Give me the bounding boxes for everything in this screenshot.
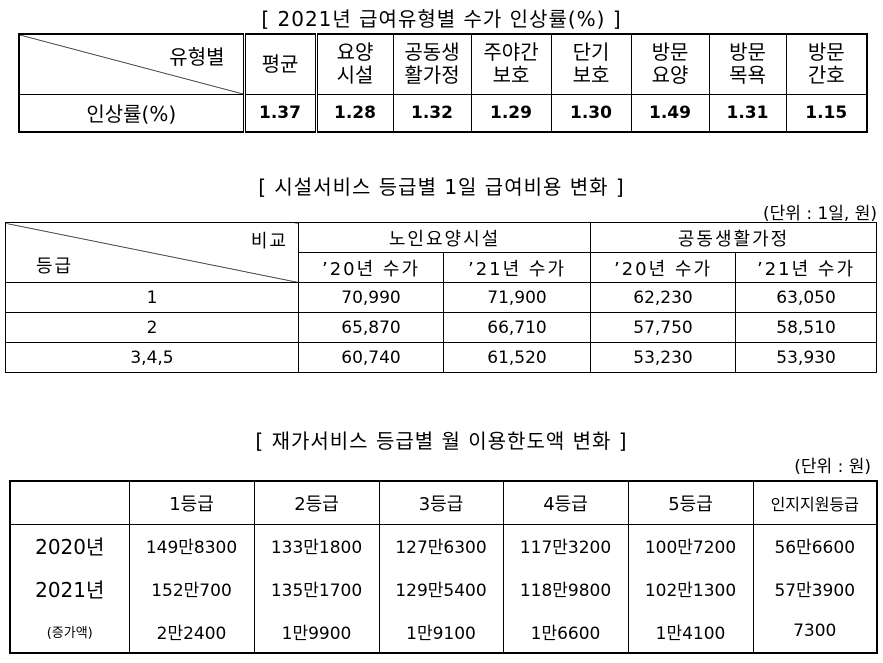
value-cell: 1.31 bbox=[708, 93, 787, 133]
header-row: ’20년 수가 ’21년 수가 ’20년 수가 ’21년 수가 bbox=[6, 252, 878, 283]
column-header: 단기 보호 bbox=[550, 33, 632, 95]
corner-cell bbox=[9, 480, 130, 525]
corner-top-label: 비교 bbox=[250, 231, 288, 252]
corner-label: 유형별 bbox=[169, 45, 225, 69]
header-row: 비교 등급 노인요양시설 공동생활가정 bbox=[5, 222, 878, 283]
data-row: 인상률(%) 1.37 1.28 1.32 1.29 1.30 1.49 1.31 1.15 bbox=[18, 93, 868, 133]
value-cell: 1.15 bbox=[785, 93, 868, 133]
column-header: ’20년 수가 bbox=[298, 252, 444, 283]
value-cell: 61,520 bbox=[442, 342, 592, 373]
value-cell: 57만3900 bbox=[752, 567, 878, 610]
value-cell: 133만1800 bbox=[253, 524, 380, 567]
column-header: ’21년 수가 bbox=[735, 252, 878, 283]
column-header: 2등급 bbox=[253, 480, 380, 525]
value-cell: 57,750 bbox=[590, 312, 737, 343]
value-cell: 129만5400 bbox=[378, 567, 504, 610]
value-cell: 1.30 bbox=[550, 93, 632, 133]
value-cell: 1만9100 bbox=[378, 610, 504, 653]
value-cell: 1.32 bbox=[392, 93, 472, 133]
table: 유형별 평균 요양 시설 공동생 활가정 주야간 보호 단기 보호 방문 요양 방문 목욕 방문… bbox=[18, 33, 868, 133]
value-cell: 1.37 bbox=[243, 93, 318, 133]
table-title: [ 재가서비스 등급별 월 이용한도액 변화 ] bbox=[255, 429, 628, 453]
column-header: 인지지원등급 bbox=[752, 480, 878, 525]
value-cell: 152만700 bbox=[128, 567, 255, 610]
unit-note: (단위 : 1일, 원) bbox=[763, 204, 877, 224]
row-label: 3,4,5 bbox=[5, 342, 299, 373]
value-cell: 118만9800 bbox=[502, 567, 629, 610]
group-header: 노인요양시설 bbox=[297, 222, 592, 253]
column-header: 평균 bbox=[243, 33, 318, 95]
value-cell: 1.28 bbox=[315, 93, 394, 133]
header-row: 1등급 2등급 3등급 4등급 5등급 인지지원등급 bbox=[9, 480, 878, 525]
data-row: 3,4,5 60,740 61,520 53,230 53,930 bbox=[5, 342, 878, 373]
data-row: 1 70,990 71,900 62,230 63,050 bbox=[5, 282, 878, 313]
value-cell: 71,900 bbox=[442, 282, 592, 313]
column-header: ’20년 수가 bbox=[590, 252, 737, 283]
value-cell: 53,930 bbox=[735, 342, 878, 373]
value-cell: 149만8300 bbox=[128, 524, 255, 567]
value-cell: 58,510 bbox=[735, 312, 878, 343]
row-label: 2 bbox=[5, 312, 299, 343]
column-header: 방문 요양 bbox=[630, 33, 710, 95]
column-header: 방문 목욕 bbox=[708, 33, 787, 95]
corner-bottom-label: 등급 bbox=[36, 256, 74, 277]
value-cell: 62,230 bbox=[590, 282, 737, 313]
table: 비교 등급 노인요양시설 공동생활가정 ’20년 수가 ’21년 수가 ’20년 수가 ’21… bbox=[5, 222, 878, 373]
row-label: 1 bbox=[5, 282, 299, 313]
column-header: 공동생 활가정 bbox=[392, 33, 472, 95]
value-cell: 1만9900 bbox=[253, 610, 380, 653]
data-row: 2 65,870 66,710 57,750 58,510 bbox=[5, 312, 878, 343]
value-cell: 2만2400 bbox=[128, 610, 255, 653]
value-cell: 1만6600 bbox=[502, 610, 629, 653]
value-cell: 1만4100 bbox=[627, 610, 754, 653]
row-label: 인상률(%) bbox=[18, 93, 246, 133]
value-cell: 1.29 bbox=[470, 93, 552, 133]
data-row: 2021년 152만700 135만1700 129만5400 118만9800 102만… bbox=[9, 567, 878, 610]
row-label: 2020년 bbox=[9, 524, 130, 567]
value-cell: 117만3200 bbox=[502, 524, 629, 567]
column-header: 5등급 bbox=[627, 480, 754, 525]
value-cell: 63,050 bbox=[735, 282, 878, 313]
value-cell: 7300 bbox=[752, 610, 878, 653]
group-header: 공동생활가정 bbox=[590, 222, 878, 253]
value-cell: 60,740 bbox=[298, 342, 444, 373]
value-cell: 70,990 bbox=[298, 282, 444, 313]
value-cell: 102만1300 bbox=[627, 567, 754, 610]
value-cell: 66,710 bbox=[442, 312, 592, 343]
column-header: 4등급 bbox=[502, 480, 629, 525]
table-title: [ 시설서비스 등급별 1일 급여비용 변화 ] bbox=[258, 175, 625, 199]
value-cell: 56만6600 bbox=[752, 524, 878, 567]
value-cell: 100만7200 bbox=[627, 524, 754, 567]
value-cell: 53,230 bbox=[590, 342, 737, 373]
row-label: 2021년 bbox=[9, 567, 130, 610]
unit-note: (단위 : 원) bbox=[794, 457, 871, 477]
value-cell: 135만1700 bbox=[253, 567, 380, 610]
column-header: 요양 시설 bbox=[315, 33, 394, 95]
corner-cell: 유형별 bbox=[18, 33, 246, 95]
table: 1등급 2등급 3등급 4등급 5등급 인지지원등급 2020년 149만8300 133만18… bbox=[9, 480, 878, 654]
column-header: 주야간 보호 bbox=[470, 33, 552, 95]
header-row: 유형별 평균 요양 시설 공동생 활가정 주야간 보호 단기 보호 방문 요양 방문 목욕 방문… bbox=[18, 33, 868, 95]
value-cell: 1.49 bbox=[630, 93, 710, 133]
column-header: 1등급 bbox=[128, 480, 255, 525]
table-title: [ 2021년 급여유형별 수가 인상률(%) ] bbox=[261, 7, 622, 31]
column-header: ’21년 수가 bbox=[442, 252, 592, 283]
column-header: 3등급 bbox=[378, 480, 504, 525]
data-row: 2020년 149만8300 133만1800 127만6300 117만3200 100… bbox=[9, 524, 878, 567]
column-header: 방문 간호 bbox=[785, 33, 868, 95]
value-cell: 65,870 bbox=[298, 312, 444, 343]
data-row: (증가액) 2만2400 1만9900 1만9100 1만6600 1만4100 7300 bbox=[9, 610, 878, 653]
value-cell: 127만6300 bbox=[378, 524, 504, 567]
row-label: (증가액) bbox=[9, 610, 130, 653]
